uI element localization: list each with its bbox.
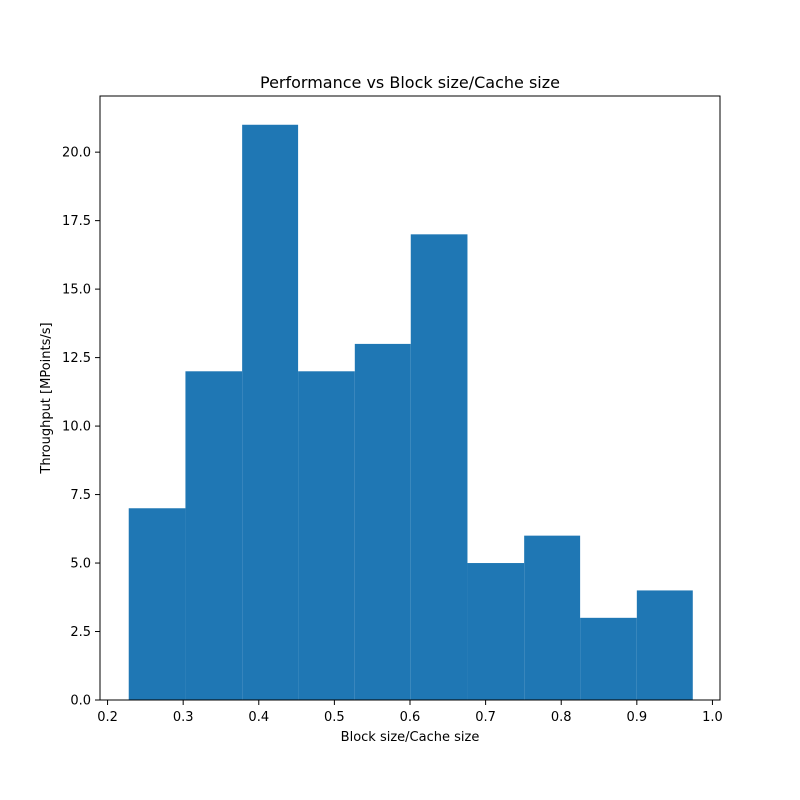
y-tick-label: 2.5: [70, 625, 91, 640]
histogram-bar: [185, 371, 243, 700]
y-tick-label: 15.0: [62, 283, 91, 298]
y-axis-label: Throughput [MPoints/s]: [39, 322, 54, 474]
x-tick-label: 0.8: [551, 710, 572, 725]
x-tick-label: 0.4: [248, 710, 269, 725]
y-tick-label: 10.0: [62, 420, 91, 435]
histogram-bar: [524, 535, 581, 700]
y-tick-label: 20.0: [62, 146, 91, 161]
y-tick-label: 7.5: [70, 488, 91, 503]
x-tick-label: 0.2: [97, 710, 118, 725]
x-tick-label: 0.7: [475, 710, 496, 725]
histogram-bar: [128, 508, 186, 700]
y-tick-label: 12.5: [62, 351, 91, 366]
histogram-bar: [410, 234, 468, 701]
y-tick-label: 0.0: [70, 694, 91, 709]
x-tick-label: 0.3: [173, 710, 194, 725]
x-axis-ticks: 0.2 0.3 0.4 0.5 0.6 0.7 0.8 0.9 1.0: [97, 700, 723, 725]
y-tick-label: 5.0: [70, 557, 91, 572]
histogram-bar: [580, 617, 637, 700]
bars-group: [128, 124, 693, 701]
histogram-bar: [298, 371, 355, 700]
x-tick-label: 1.0: [702, 710, 723, 725]
histogram-bar: [354, 343, 411, 700]
y-axis-ticks: 0.0 2.5 5.0 7.5 10.0 12.5 15.0 17.5 20.0: [62, 146, 100, 709]
histogram-bar: [467, 563, 525, 700]
x-tick-label: 0.6: [400, 710, 421, 725]
x-tick-label: 0.9: [626, 710, 647, 725]
histogram-bar: [636, 590, 693, 700]
x-tick-label: 0.5: [324, 710, 345, 725]
x-axis-label: Block size/Cache size: [341, 730, 480, 745]
histogram-bar: [242, 124, 299, 700]
y-tick-label: 17.5: [62, 214, 91, 229]
chart-title: Performance vs Block size/Cache size: [260, 73, 560, 92]
